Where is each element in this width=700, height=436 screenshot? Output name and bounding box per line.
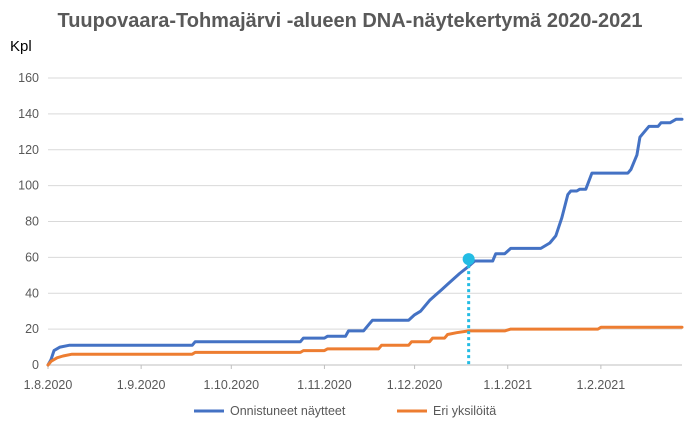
x-tick-label: 1.1.2021 — [483, 378, 532, 392]
x-tick-label: 1.11.2020 — [297, 378, 352, 392]
y-tick-label: 160 — [18, 71, 39, 85]
x-tick-label: 1.8.2020 — [24, 378, 73, 392]
series-lines — [46, 117, 684, 367]
series-line-2 — [46, 325, 684, 367]
marker-dot — [462, 253, 475, 266]
legend: Onnistuneet näytteet Eri yksilöitä — [194, 404, 496, 418]
chart-title: Tuupovaara-Tohmajärvi -alueen DNA-näytek… — [57, 10, 643, 32]
x-tick-label: 1.12.2020 — [387, 378, 443, 392]
highlight-marker — [462, 253, 475, 365]
y-tick-label: 40 — [25, 286, 39, 300]
y-tick-label: 0 — [32, 358, 39, 372]
gridlines — [48, 77, 682, 330]
y-tick-label: 120 — [18, 143, 39, 157]
legend-label-2: Eri yksilöitä — [433, 404, 496, 418]
y-tick-label: 60 — [25, 250, 39, 264]
y-axis-unit-label: Kpl — [10, 38, 32, 55]
x-tick-label: 1.10.2020 — [203, 378, 259, 392]
axes: 0 20 40 60 80 100 120 140 160 1.8.2020 1.9.2020 1.1… — [18, 71, 682, 392]
y-tick-label: 20 — [25, 322, 39, 336]
x-tick-label: 1.9.2020 — [117, 378, 166, 392]
legend-label-1: Onnistuneet näytteet — [230, 404, 346, 418]
y-tick-label: 80 — [25, 215, 39, 229]
y-tick-label: 140 — [18, 107, 39, 121]
y-tick-label: 100 — [18, 179, 39, 193]
x-tick-label: 1.2.2021 — [577, 378, 626, 392]
